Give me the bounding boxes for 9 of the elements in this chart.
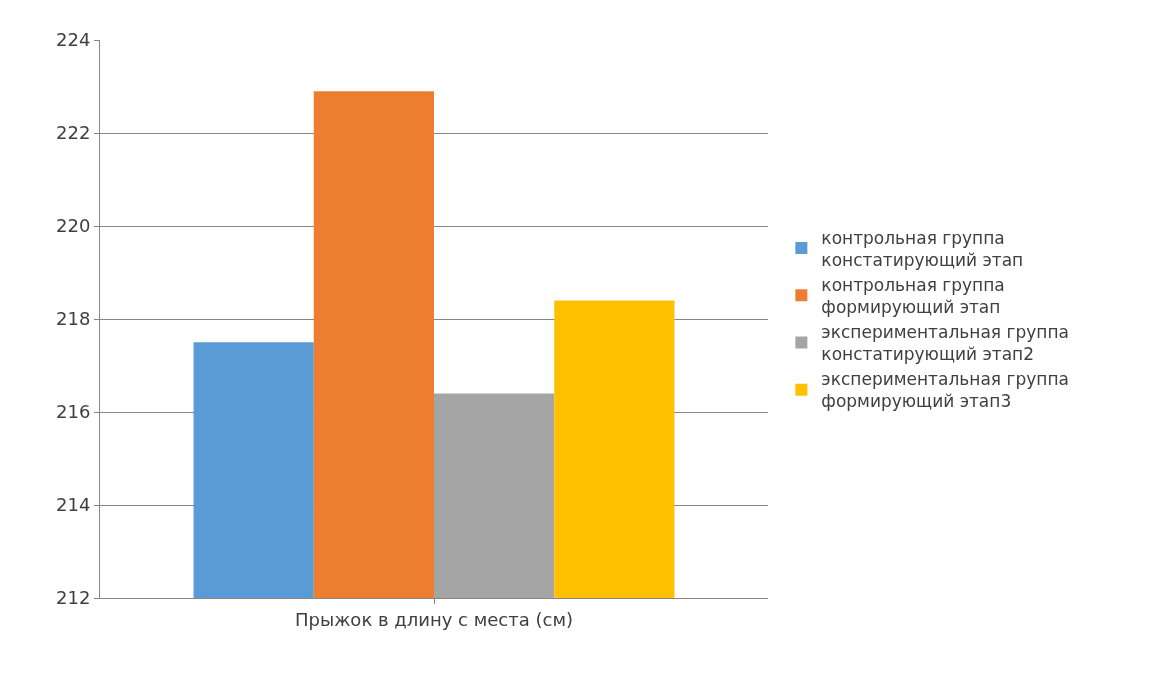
y-tick-label: 224 [56, 29, 91, 51]
y-tick-label: 216 [56, 401, 91, 423]
y-tick-label: 222 [56, 122, 91, 144]
y-tick-label: 218 [56, 308, 91, 330]
x-tick-label: Прыжок в длину с места (см) [294, 608, 574, 630]
y-tick-label: 220 [56, 215, 91, 237]
y-tick-label: 214 [56, 494, 91, 516]
legend-label: экспериментальная группа формирующий этап3 [821, 369, 1069, 412]
y-tick-label: 212 [56, 587, 91, 609]
